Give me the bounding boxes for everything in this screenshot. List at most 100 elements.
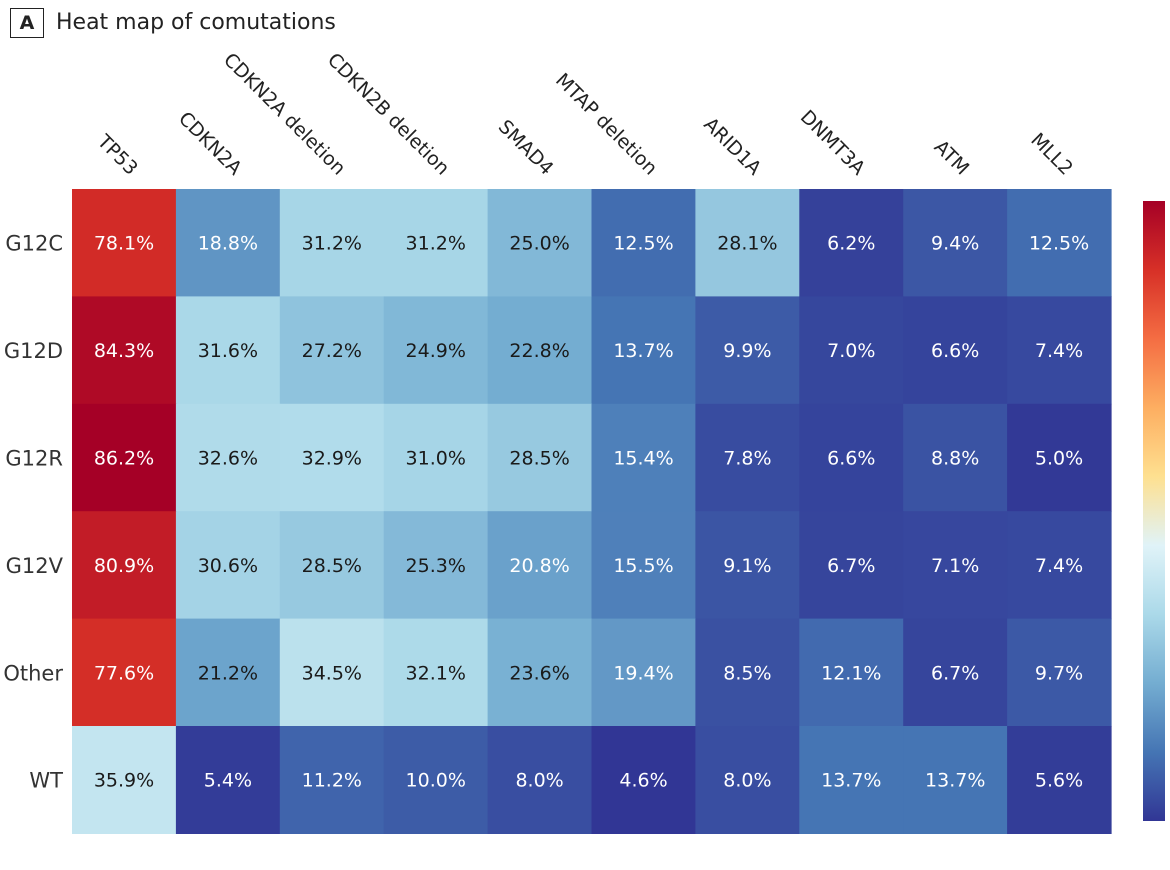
heatmap-cell-g12c-tp53 (72, 189, 177, 297)
colorbar (1143, 201, 1165, 821)
row-label-other: Other (3, 661, 63, 685)
cell-label-wt-cdkn2b-deletion: 10.0% (406, 770, 466, 792)
heatmap-cell-wt-cdkn2b-deletion (383, 726, 489, 834)
heatmap-cell-g12r-mll2 (1007, 403, 1112, 512)
heatmap-cell-g12c-cdkn2a-deletion (279, 189, 385, 297)
cell-label-g12c-tp53: 78.1% (94, 233, 154, 255)
cell-label-g12c-smad4: 25.0% (509, 233, 569, 255)
cell-label-g12v-cdkn2a-deletion: 28.5% (302, 555, 362, 577)
cell-label-g12c-cdkn2a-deletion: 31.2% (302, 233, 362, 255)
row-label-g12d: G12D (4, 339, 63, 363)
heatmap-cell-other-dnmt3a (799, 618, 904, 727)
heatmap-cell-wt-atm (903, 726, 1008, 834)
cell-label-other-cdkn2a-deletion: 34.5% (302, 662, 362, 684)
cell-label-wt-cdkn2a-deletion: 11.2% (302, 770, 362, 792)
cell-label-g12c-arid1a: 28.1% (717, 233, 777, 255)
heatmap-cell-g12v-cdkn2a (175, 511, 281, 620)
heatmap-cell-g12c-cdkn2a (175, 189, 281, 297)
chart-title: Heat map of comutations (56, 10, 336, 35)
heatmap-cell-other-mtap-deletion (591, 618, 696, 727)
heatmap-cell-other-atm (903, 618, 1008, 727)
cell-label-g12c-atm: 9.4% (931, 233, 979, 255)
heatmap-cell-g12v-mtap-deletion (591, 511, 696, 620)
row-labels: G12C G12D G12R G12V Other WT (3, 232, 63, 793)
cell-label-g12r-cdkn2a-deletion: 32.9% (302, 448, 362, 470)
column-label-atm: ATM (930, 136, 974, 180)
heatmap-cells: 78.1% 18.8% 31.2% 31.2% 25.0% 12.5% 28.1% 6.2% 9… (72, 189, 1112, 834)
heatmap-cell-g12d-atm (903, 296, 1008, 405)
heatmap-cell-g12d-tp53 (72, 296, 177, 405)
cell-label-g12v-smad4: 20.8% (509, 555, 569, 577)
heatmap-cell-g12r-mtap-deletion (591, 403, 696, 512)
heatmap-cell-g12v-dnmt3a (799, 511, 904, 620)
cell-label-g12d-dnmt3a: 7.0% (827, 340, 875, 362)
heatmap-cell-g12v-tp53 (72, 511, 177, 620)
cell-label-g12r-dnmt3a: 6.6% (827, 448, 875, 470)
heatmap-cell-g12d-smad4 (487, 296, 593, 405)
heatmap-cell-g12c-dnmt3a (799, 189, 904, 297)
cell-label-g12d-cdkn2b-deletion: 24.9% (406, 340, 466, 362)
cell-label-wt-mll2: 5.6% (1035, 770, 1083, 792)
heatmap-cell-g12d-arid1a (695, 296, 800, 405)
cell-label-g12r-mtap-deletion: 15.4% (613, 448, 673, 470)
cell-label-other-dnmt3a: 12.1% (821, 662, 881, 684)
cell-label-other-mll2: 9.7% (1035, 662, 1083, 684)
cell-label-other-cdkn2b-deletion: 32.1% (406, 662, 466, 684)
cell-label-g12v-cdkn2b-deletion: 25.3% (406, 555, 466, 577)
heatmap-cell-wt-cdkn2a (175, 726, 281, 834)
heatmap-cell-g12r-atm (903, 403, 1008, 512)
heatmap-cell-g12d-mtap-deletion (591, 296, 696, 405)
colorbar-gradient (1143, 201, 1165, 821)
heatmap-cell-wt-tp53 (72, 726, 177, 834)
cell-label-g12v-mll2: 7.4% (1035, 555, 1083, 577)
heatmap-cell-wt-dnmt3a (799, 726, 904, 834)
column-label-mll2: MLL2 (1026, 129, 1077, 180)
heatmap-cell-other-arid1a (695, 618, 800, 727)
cell-label-g12r-cdkn2b-deletion: 31.0% (406, 448, 466, 470)
cell-label-g12d-arid1a: 9.9% (723, 340, 771, 362)
cell-label-other-cdkn2a: 21.2% (198, 662, 258, 684)
cell-label-g12d-mtap-deletion: 13.7% (613, 340, 673, 362)
row-label-g12r: G12R (5, 447, 63, 471)
heatmap-cell-g12d-dnmt3a (799, 296, 904, 405)
cell-label-g12v-tp53: 80.9% (94, 555, 154, 577)
heatmap-cell-wt-mll2 (1007, 726, 1112, 834)
cell-label-g12r-smad4: 28.5% (509, 448, 569, 470)
cell-label-wt-mtap-deletion: 4.6% (619, 770, 667, 792)
heatmap-cell-other-smad4 (487, 618, 593, 727)
cell-label-other-arid1a: 8.5% (723, 662, 771, 684)
heatmap-cell-wt-arid1a (695, 726, 800, 834)
cell-label-wt-atm: 13.7% (925, 770, 985, 792)
cell-label-g12v-dnmt3a: 6.7% (827, 555, 875, 577)
cell-label-wt-cdkn2a: 5.4% (204, 770, 252, 792)
column-label-smad4: SMAD4 (494, 116, 558, 180)
row-label-g12v: G12V (6, 554, 64, 578)
heatmap-cell-g12c-arid1a (695, 189, 800, 297)
heatmap-cell-g12d-cdkn2a (175, 296, 281, 405)
column-label-tp53: TP53 (92, 130, 142, 180)
cell-label-g12d-mll2: 7.4% (1035, 340, 1083, 362)
heatmap-cell-g12c-mll2 (1007, 189, 1112, 297)
cell-label-g12r-tp53: 86.2% (94, 448, 154, 470)
heatmap-cell-g12v-arid1a (695, 511, 800, 620)
row-label-wt: WT (29, 769, 63, 793)
column-label-arid1a: ARID1A (699, 113, 765, 179)
cell-label-g12r-arid1a: 7.8% (723, 448, 771, 470)
heatmap-cell-g12r-cdkn2a-deletion (279, 403, 385, 512)
heatmap-cell-wt-mtap-deletion (591, 726, 696, 834)
heatmap-cell-other-mll2 (1007, 618, 1112, 727)
heatmap-cell-g12c-cdkn2b-deletion (383, 189, 489, 297)
heatmap-cell-g12v-cdkn2a-deletion (279, 511, 385, 620)
heatmap-cell-g12c-mtap-deletion (591, 189, 696, 297)
cell-label-other-smad4: 23.6% (509, 662, 569, 684)
cell-label-g12v-cdkn2a: 30.6% (198, 555, 258, 577)
cell-label-other-tp53: 77.6% (94, 662, 154, 684)
cell-label-g12r-mll2: 5.0% (1035, 448, 1083, 470)
heatmap-cell-g12d-cdkn2a-deletion (279, 296, 385, 405)
cell-label-g12d-atm: 6.6% (931, 340, 979, 362)
heatmap-cell-other-tp53 (72, 618, 177, 727)
cell-label-g12r-cdkn2a: 32.6% (198, 448, 258, 470)
heatmap-cell-g12v-atm (903, 511, 1008, 620)
cell-label-g12c-mll2: 12.5% (1029, 233, 1089, 255)
